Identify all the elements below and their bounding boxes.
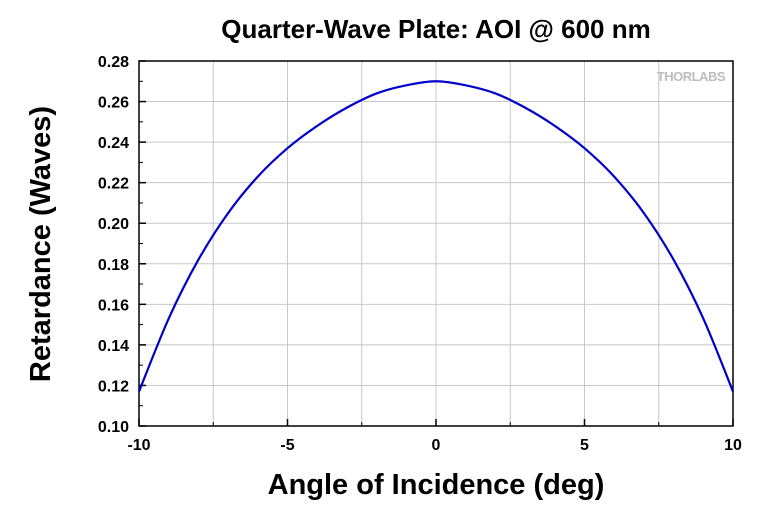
y-tick-label: 0.22 [98,176,129,193]
y-tick-label: 0.24 [98,135,129,152]
x-axis: -10 -5 0 5 10 [127,419,742,454]
x-tick-label: 5 [580,437,589,454]
x-tick-label: 10 [724,437,742,454]
y-axis-label: Retardance (Waves) [25,106,57,382]
y-tick-label: 0.12 [98,378,129,395]
x-tick-label: -10 [127,437,150,454]
y-tick-label: 0.10 [98,419,129,436]
y-tick-label: 0.18 [98,257,129,274]
y-axis: 0.10 0.12 0.14 0.16 0.18 0.20 0.22 0.24 0.26 0.28 [98,54,146,436]
x-axis-label: Angle of Incidence (deg) [268,469,605,501]
x-tick-label: -5 [280,437,294,454]
y-tick-label: 0.16 [98,297,129,314]
grid [139,61,733,426]
series-line-retardance [137,80,735,392]
y-tick-label: 0.28 [98,54,129,71]
y-tick-label: 0.14 [98,338,129,355]
chart-title: Quarter-Wave Plate: AOI @ 600 nm [221,14,650,44]
x-tick-label: 0 [432,437,441,454]
thorlabs-logo: THORLABS [657,69,726,84]
minor-ticks [139,80,660,426]
y-tick-label: 0.26 [98,95,129,112]
y-tick-label: 0.20 [98,216,129,233]
series-group [137,80,735,392]
